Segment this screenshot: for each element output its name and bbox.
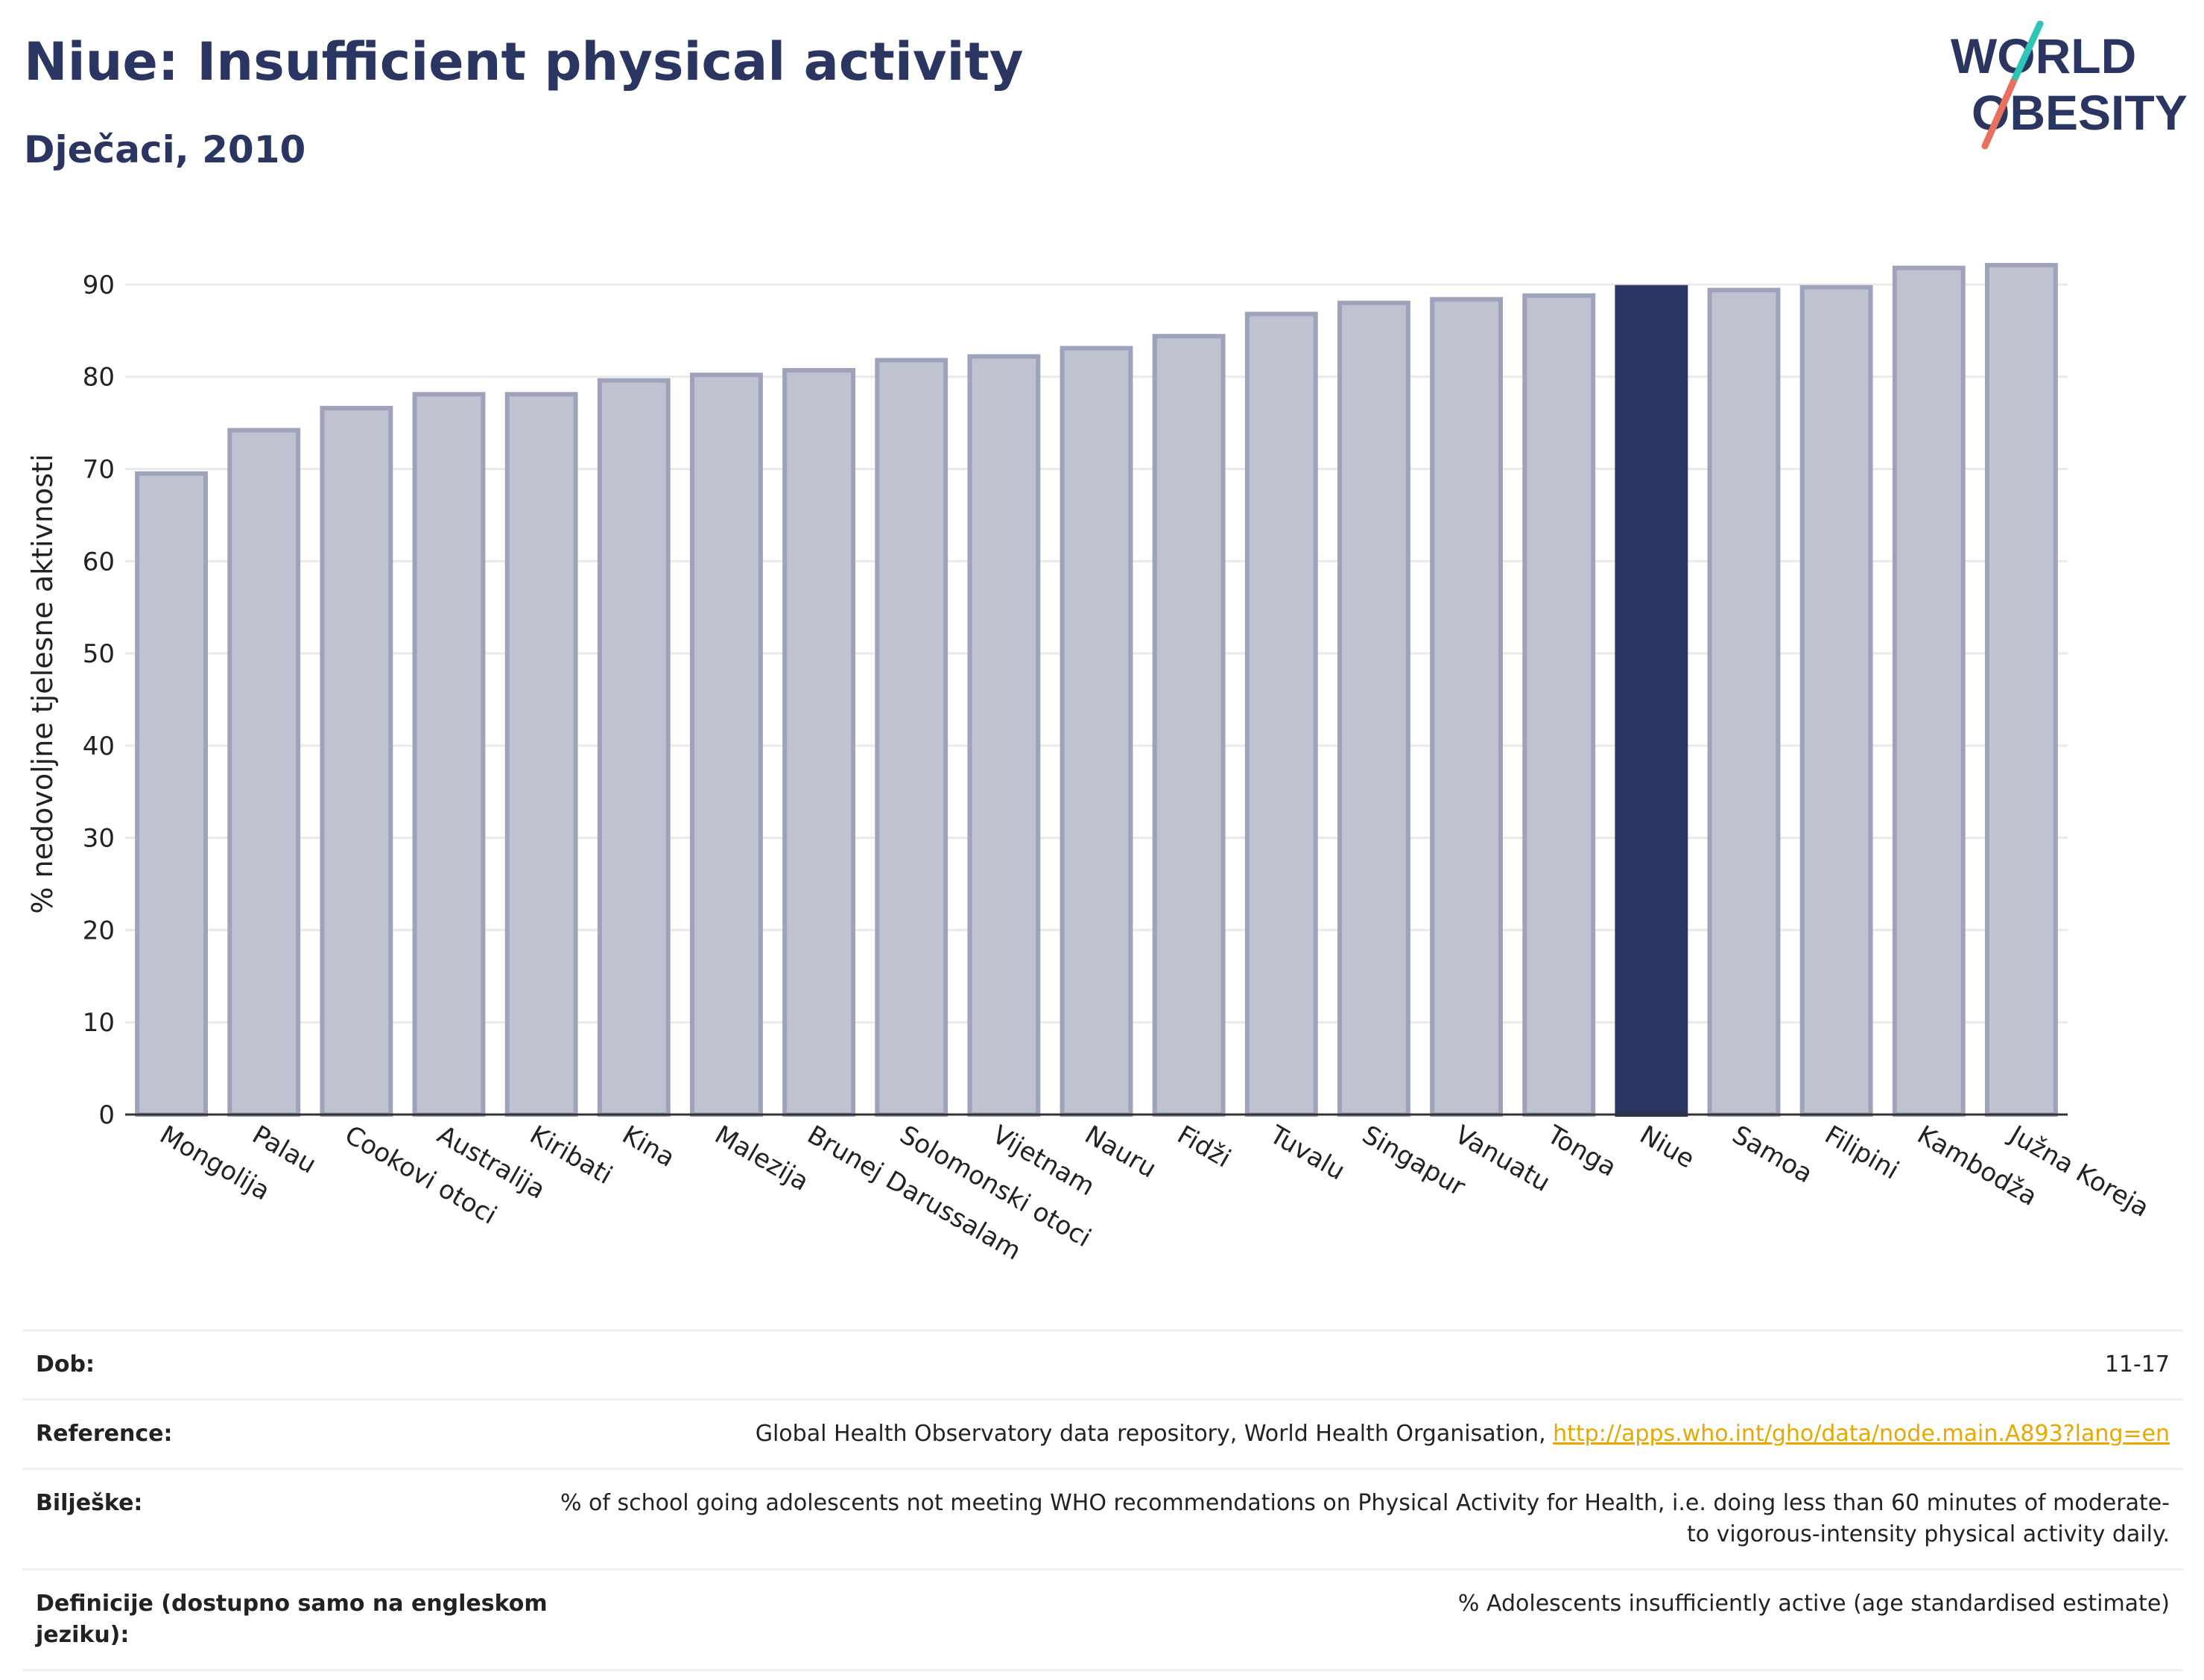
bar-australija [412,392,486,1117]
x-tick-label: Vanuatu [1450,1120,1555,1198]
x-tick-label: Cookovi otoci [340,1120,502,1231]
info-value: % of school going adolescents not meetin… [560,1490,2170,1547]
y-tick-label: 70 [83,454,115,484]
bar-samoa [1707,288,1781,1117]
bar-kina [597,378,671,1117]
bar-vanuatu [1430,297,1504,1117]
reference-link[interactable]: http://apps.who.int/gho/data/node.main.A… [1553,1421,2170,1447]
logo-slash-coral [1981,78,2017,150]
info-table: Dob: 11-17 Reference: Global Health Observa… [22,1329,2183,1671]
bar-fidži [1152,334,1226,1118]
bar-nauru [1060,346,1133,1118]
bar-brunej-darussalam [782,368,856,1118]
x-tick-label: Samoa [1727,1120,1817,1189]
y-tick-label: 20 [83,916,115,945]
info-key: Definicije (dostupno samo na engleskom j… [36,1591,548,1648]
bar-mongolija [135,471,209,1117]
y-axis-label: % nedovoljne tjelesne aktivnosti [26,454,59,913]
bar-palau [227,428,301,1117]
info-row: Dob: 11-17 [22,1329,2183,1398]
x-tick-label: Kina [617,1120,680,1173]
info-row: Definicije (dostupno samo na engleskom j… [22,1568,2183,1671]
chart-subtitle: Dječaci, 2010 [24,128,306,171]
bar-solomonski-otoci [875,358,949,1117]
x-tick-label: Singapur [1357,1120,1470,1202]
bar-južna-koreja [1984,262,2058,1118]
y-tick-label: 0 [98,1100,115,1130]
bar-vijetnam [967,354,1041,1118]
x-tick-label: Tuvalu [1264,1120,1349,1187]
bar-tuvalu [1244,311,1318,1118]
info-value: % Adolescents insufficiently active (age… [1457,1591,2170,1617]
y-tick-label: 40 [83,732,115,761]
bar-tonga [1522,293,1596,1117]
chart-title: Niue: Insufficient physical activity [24,31,1024,92]
y-tick-label: 60 [83,547,115,577]
bar-filipini [1799,285,1873,1118]
bar-kambodža [1892,265,1966,1117]
info-key: Bilješke: [36,1490,143,1516]
info-key: Reference: [36,1421,173,1447]
bar-kiribati [504,392,578,1117]
logo-slash-teal [2010,21,2044,86]
info-key: Dob: [36,1351,95,1378]
bar-malezija [689,373,763,1117]
logo-line-2: OBESITY [1972,85,2188,140]
bar-niue [1615,285,1688,1118]
x-tick-label: Malezija [709,1120,814,1197]
y-tick-label: 80 [83,363,115,393]
x-tick-label: Filipini [1820,1120,1904,1185]
info-value: Global Health Observatory data repositor… [755,1421,2170,1447]
logo-line-1: WORLD [1951,28,2136,83]
y-tick-label: 10 [83,1008,115,1038]
x-tick-label: Niue [1635,1120,1700,1174]
y-tick-label: 30 [83,824,115,854]
info-row: Reference: Global Health Observatory data… [22,1398,2183,1468]
info-value: 11-17 [2104,1351,2170,1378]
y-tick-label: 50 [83,639,115,669]
x-tick-label: Fidži [1172,1120,1235,1173]
world-obesity-logo: WORLD OBESITY [1951,21,2188,150]
bar-singapur [1337,300,1410,1118]
info-row: Bilješke: % of school going adolescents n… [22,1468,2183,1568]
y-tick-label: 90 [83,270,115,300]
y-axis-ticks: 0 10 20 30 40 50 60 70 80 90 [83,270,115,1130]
bars [135,262,2058,1118]
bar-cookovi-otoci [320,405,393,1117]
